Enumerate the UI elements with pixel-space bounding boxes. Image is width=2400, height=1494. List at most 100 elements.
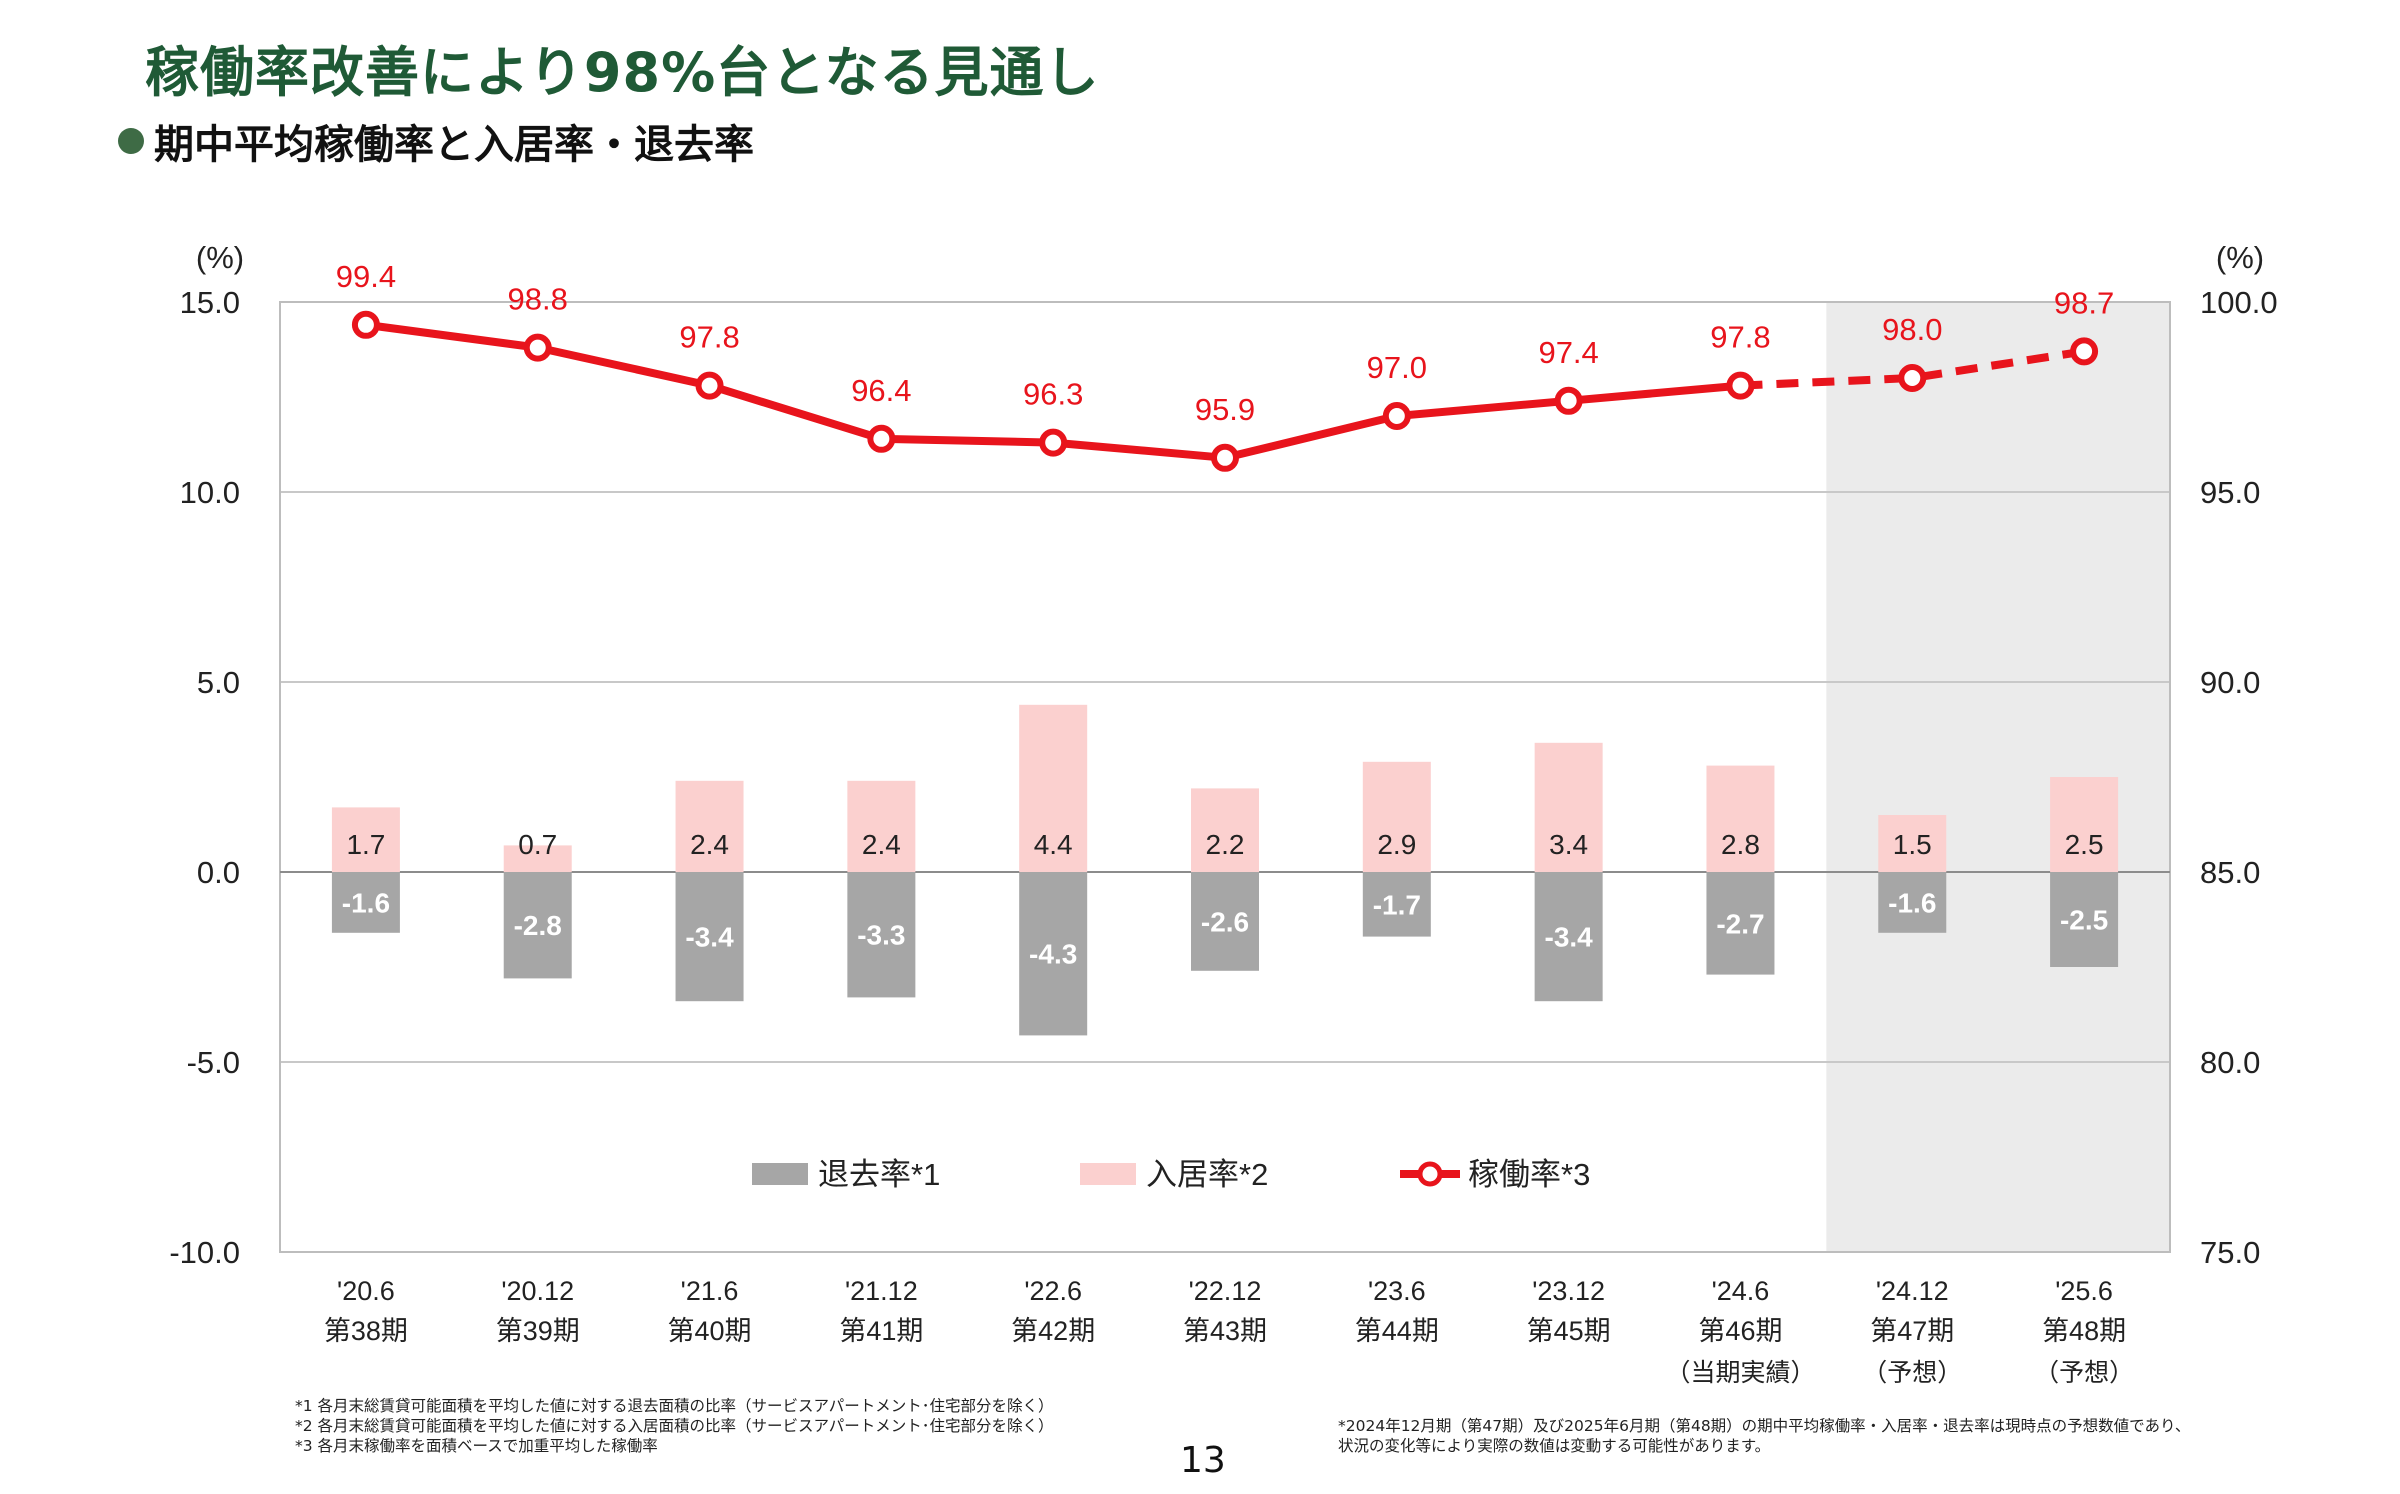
x-axis-tick-period: '21.12 [845, 1276, 918, 1306]
move-out-label: -1.6 [1888, 887, 1936, 918]
move-out-label: -2.8 [514, 910, 562, 941]
move-out-bar [1534, 872, 1603, 1002]
move-in-label: 2.2 [1206, 829, 1245, 860]
left-axis-tick: 5.0 [197, 665, 240, 700]
occupancy-line-forecast [1740, 347, 2085, 390]
x-axis-tick-fiscal: 第39期 [496, 1316, 580, 1346]
move-in-label: 2.9 [1377, 829, 1416, 860]
legend-label-occupancy: 稼働率*3 [1468, 1157, 1590, 1192]
left-axis-tick: -5.0 [187, 1045, 240, 1080]
occupancy-label: 98.0 [1882, 312, 1942, 347]
move-out-bar [1019, 872, 1088, 1036]
move-out-bar [2050, 872, 2119, 967]
right-axis-tick: 75.0 [2200, 1235, 2260, 1270]
x-axis-tick-fiscal: 第41期 [839, 1316, 923, 1346]
left-axis-tick: -10.0 [169, 1235, 240, 1270]
occupancy-label: 95.9 [1195, 392, 1255, 427]
footnote-3: *3 各月末稼働率を面積ベースで加重平均した稼働率 [295, 1437, 658, 1455]
move-in-label: 3.4 [1549, 829, 1588, 860]
occupancy-marker [1211, 443, 1239, 472]
x-axis-tick-fiscal: 第40期 [668, 1316, 752, 1346]
move-out-bar [503, 872, 572, 979]
page-number: 13 [1180, 1440, 1226, 1481]
occupancy-marker [1554, 386, 1583, 415]
chart-subtitle-text: 期中平均稼働率と入居率・退去率 [154, 122, 754, 168]
occupancy-marker [1382, 402, 1411, 430]
x-axis-tick-note: （当期実績） [1665, 1359, 1815, 1387]
x-axis-tick-fiscal: 第45期 [1527, 1316, 1611, 1346]
occupancy-label: 97.0 [1367, 350, 1427, 385]
x-axis-tick-period: '23.6 [1368, 1276, 1426, 1306]
occupancy-label: 97.8 [679, 320, 739, 355]
x-axis-tick-fiscal: 第44期 [1355, 1316, 1439, 1346]
move-in-bar [1191, 788, 1259, 872]
move-in-label: 4.4 [1034, 829, 1073, 860]
right-axis-tick: 100.0 [2200, 285, 2278, 320]
right-axis-tick: 90.0 [2200, 665, 2260, 700]
x-axis-tick-period: '24.6 [1712, 1276, 1770, 1306]
x-axis-tick-period: '22.12 [1189, 1276, 1262, 1306]
occupancy-label: 97.8 [1710, 320, 1770, 355]
x-axis-tick-note: （予想） [2034, 1359, 2134, 1387]
move-out-label: -3.4 [1545, 922, 1594, 953]
move-in-label: 2.4 [690, 829, 729, 860]
move-in-bar [1362, 761, 1431, 872]
occupancy-label: 96.4 [851, 373, 911, 408]
move-in-bar [2050, 777, 2119, 872]
x-axis-tick-fiscal: 第48期 [2042, 1316, 2126, 1346]
chart-subtitle: 期中平均稼働率と入居率・退去率 [118, 112, 754, 170]
move-out-label: -1.7 [1373, 889, 1421, 920]
occupancy-marker [1039, 428, 1068, 457]
occupancy-marker [2070, 337, 2099, 366]
occupancy-marker [867, 424, 896, 453]
x-axis-tick-fiscal: 第42期 [1011, 1316, 1095, 1346]
occupancy-marker [351, 310, 380, 339]
right-axis-unit: (%) [2216, 240, 2264, 275]
right-axis-tick: 95.0 [2200, 475, 2260, 510]
move-in-label: 0.7 [518, 829, 557, 860]
forecast-note-1: *2024年12月期（第47期）及び2025年6月期（第48期）の期中平均稼働率… [1338, 1417, 2191, 1435]
forecast-note-2: 状況の変化等により実際の数値は変動する可能性があります。 [1338, 1437, 1771, 1455]
footnote-2: *2 各月末総賃貸可能面積を平均した値に対する入居面積の比率（サービスアパートメ… [295, 1417, 1054, 1435]
left-axis-tick: 10.0 [180, 475, 240, 510]
move-in-label: 1.5 [1893, 829, 1932, 860]
left-axis-tick: 0.0 [197, 855, 240, 890]
move-out-label: -2.5 [2060, 905, 2108, 936]
move-out-bar [675, 872, 744, 1002]
move-in-label: 2.5 [2065, 829, 2104, 860]
move-in-bar [1534, 742, 1603, 872]
x-axis-tick-fiscal: 第47期 [1870, 1316, 1954, 1346]
legend-label-move-out: 退去率*1 [818, 1157, 940, 1192]
left-axis-unit: (%) [196, 240, 244, 275]
bullet-icon [118, 128, 144, 154]
right-axis-tick: 80.0 [2200, 1045, 2260, 1080]
occupancy-marker [695, 371, 724, 400]
move-in-label: 1.7 [346, 829, 385, 860]
move-out-label: -2.6 [1201, 906, 1249, 937]
move-out-label: -1.6 [342, 887, 390, 918]
occupancy-marker [523, 333, 552, 362]
right-axis-tick: 85.0 [2200, 855, 2260, 890]
move-out-bar [1706, 872, 1775, 975]
occupancy-label: 99.4 [336, 259, 396, 294]
move-out-bar [847, 872, 916, 998]
move-out-label: -3.3 [857, 920, 905, 951]
move-in-bar [331, 807, 400, 872]
x-axis-tick-period: '22.6 [1024, 1276, 1082, 1306]
move-in-label: 2.4 [862, 829, 901, 860]
move-out-bar [1878, 872, 1947, 933]
x-axis-tick-period: '25.6 [2055, 1276, 2113, 1306]
plot-frame [279, 301, 2171, 1253]
legend-marker-occupancy [1417, 1161, 1443, 1187]
x-axis-tick-fiscal: 第38期 [324, 1316, 408, 1346]
x-axis-tick-period: '20.6 [337, 1276, 395, 1306]
legend-swatch-move-out [752, 1163, 808, 1185]
occupancy-label: 96.3 [1023, 377, 1083, 412]
move-out-label: -2.7 [1716, 908, 1764, 939]
move-out-label: -4.3 [1029, 939, 1077, 970]
footnote-1: *1 各月末総賃貸可能面積を平均した値に対する退去面積の比率（サービスアパートメ… [295, 1397, 1054, 1415]
x-axis-tick-period: '20.12 [501, 1276, 574, 1306]
occupancy-marker [1898, 364, 1927, 392]
move-in-bar [1019, 704, 1088, 872]
move-in-label: 2.8 [1721, 829, 1760, 860]
